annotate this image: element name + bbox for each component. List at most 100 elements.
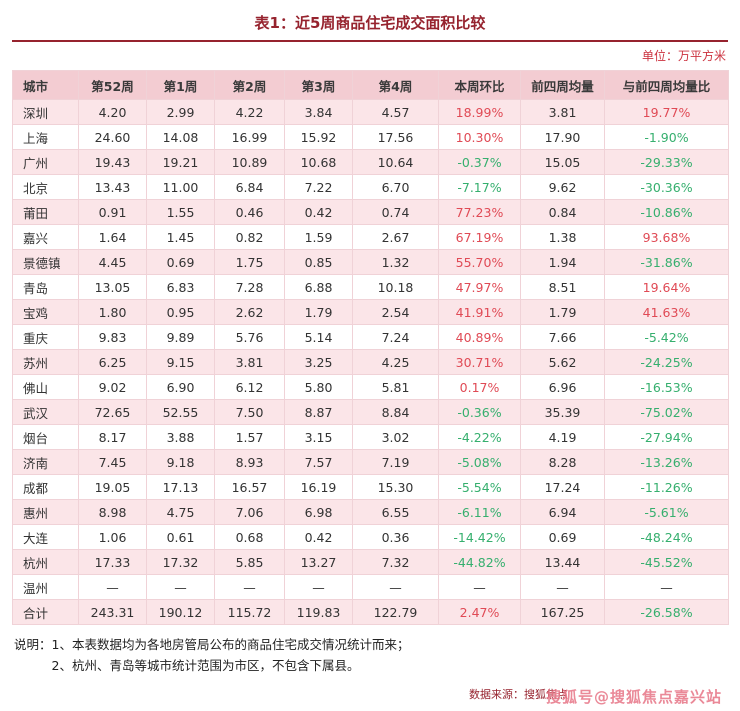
cell-value: 1.57 bbox=[214, 424, 285, 450]
cell-value: 8.84 bbox=[352, 399, 439, 425]
cell-value: 6.70 bbox=[352, 174, 439, 200]
cell-city: 深圳 bbox=[12, 99, 79, 125]
cell-value: 0.68 bbox=[214, 524, 285, 550]
cell-value: 0.74 bbox=[352, 199, 439, 225]
cell-value: 5.80 bbox=[284, 374, 353, 400]
cell-value: -75.02% bbox=[604, 399, 729, 425]
table-row: 济南 7.45 9.18 8.93 7.57 7.19 -5.08% 8.28 -13.26% bbox=[12, 449, 729, 475]
cell-value: 9.15 bbox=[146, 349, 215, 375]
cell-value: -5.08% bbox=[438, 449, 521, 475]
cell-value: 24.60 bbox=[78, 124, 147, 150]
cell-value: 1.94 bbox=[520, 249, 605, 275]
table-row: 广州 19.43 19.21 10.89 10.68 10.64 -0.37% 15.05 -2… bbox=[12, 149, 729, 175]
cell-value: 1.55 bbox=[146, 199, 215, 225]
sohu-watermark: 搜狐号@搜狐焦点嘉兴站 bbox=[545, 687, 722, 706]
table-header: 城市 第52周 第1周 第2周 第3周 第4周 本周环比 前四周均量 与前四周均量比 bbox=[12, 70, 729, 100]
cell-city: 佛山 bbox=[12, 374, 79, 400]
table-row: 青岛 13.05 6.83 7.28 6.88 10.18 47.97% 8.51 19.64% bbox=[12, 274, 729, 300]
cell-value: 17.13 bbox=[146, 474, 215, 500]
note-line-1: 说明：1、本表数据均为各地房管局公布的商品住宅成交情况统计而来； bbox=[14, 634, 726, 655]
cell-value: -5.54% bbox=[438, 474, 521, 500]
cell-value: 17.90 bbox=[520, 124, 605, 150]
cell-value: 2.67 bbox=[352, 224, 439, 250]
cell-value: 4.19 bbox=[520, 424, 605, 450]
cell-value: 3.81 bbox=[520, 99, 605, 125]
cell-value: 7.24 bbox=[352, 324, 439, 350]
cell-value: 3.02 bbox=[352, 424, 439, 450]
cell-value: 8.17 bbox=[78, 424, 147, 450]
column-header: 第3周 bbox=[284, 70, 353, 100]
cell-value: 0.36 bbox=[352, 524, 439, 550]
cell-value: 40.89% bbox=[438, 324, 521, 350]
cell-value: 4.22 bbox=[214, 99, 285, 125]
cell-value: -6.11% bbox=[438, 499, 521, 525]
cell-value: 0.46 bbox=[214, 199, 285, 225]
cell-city: 大连 bbox=[12, 524, 79, 550]
table-row: 温州 — — — — — — — — bbox=[12, 574, 729, 600]
cell-value: 7.22 bbox=[284, 174, 353, 200]
cell-value: -0.37% bbox=[438, 149, 521, 175]
column-header: 本周环比 bbox=[438, 70, 521, 100]
cell-value: 1.64 bbox=[78, 224, 147, 250]
cell-value: -48.24% bbox=[604, 524, 729, 550]
table-total-row: 合计 243.31 190.12 115.72 119.83 122.79 2.47% 167… bbox=[12, 599, 729, 625]
table-row: 惠州 8.98 4.75 7.06 6.98 6.55 -6.11% 6.94 -5.61% bbox=[12, 499, 729, 525]
cell-value: -45.52% bbox=[604, 549, 729, 575]
cell-value: 18.99% bbox=[438, 99, 521, 125]
cell-city: 广州 bbox=[12, 149, 79, 175]
cell-value: 0.82 bbox=[214, 224, 285, 250]
cell-value: 15.30 bbox=[352, 474, 439, 500]
cell-value: 0.69 bbox=[146, 249, 215, 275]
cell-value: 4.45 bbox=[78, 249, 147, 275]
table-row: 北京 13.43 11.00 6.84 7.22 6.70 -7.17% 9.62 -30.36… bbox=[12, 174, 729, 200]
data-source-label: 数据来源：搜狐焦点 bbox=[469, 687, 568, 701]
cell-value: 17.32 bbox=[146, 549, 215, 575]
cell-city: 惠州 bbox=[12, 499, 79, 525]
table-row: 深圳 4.20 2.99 4.22 3.84 4.57 18.99% 3.81 19.77% bbox=[12, 99, 729, 125]
cell-value: 1.80 bbox=[78, 299, 147, 325]
cell-city: 杭州 bbox=[12, 549, 79, 575]
cell-value: -31.86% bbox=[604, 249, 729, 275]
cell-city: 烟台 bbox=[12, 424, 79, 450]
cell-value: 6.84 bbox=[214, 174, 285, 200]
cell-value: — bbox=[438, 574, 521, 600]
cell-value: 5.85 bbox=[214, 549, 285, 575]
table-row: 武汉 72.65 52.55 7.50 8.87 8.84 -0.36% 35.39 -75.0… bbox=[12, 399, 729, 425]
cell-value: 2.99 bbox=[146, 99, 215, 125]
cell-city: 宝鸡 bbox=[12, 299, 79, 325]
cell-value: 13.27 bbox=[284, 549, 353, 575]
notes: 说明：1、本表数据均为各地房管局公布的商品住宅成交情况统计而来； 2、杭州、青岛… bbox=[12, 625, 728, 677]
cell-city: 青岛 bbox=[12, 274, 79, 300]
cell-value: 5.76 bbox=[214, 324, 285, 350]
note-text-1: 1、本表数据均为各地房管局公布的商品住宅成交情况统计而来； bbox=[51, 637, 410, 652]
note-line-2: 2、杭州、青岛等城市统计范围为市区，不包含下属县。 bbox=[51, 658, 360, 674]
cell-value: 1.06 bbox=[78, 524, 147, 550]
cell-value: 2.54 bbox=[352, 299, 439, 325]
cell-value: 7.28 bbox=[214, 274, 285, 300]
cell-value: 7.19 bbox=[352, 449, 439, 475]
cell-value: 13.44 bbox=[520, 549, 605, 575]
cell-value: 1.32 bbox=[352, 249, 439, 275]
cell-value: 9.62 bbox=[520, 174, 605, 200]
cell-value: 19.05 bbox=[78, 474, 147, 500]
cell-value: -11.26% bbox=[604, 474, 729, 500]
cell-value: 7.06 bbox=[214, 499, 285, 525]
cell-value: 3.84 bbox=[284, 99, 353, 125]
cell-value: — bbox=[146, 574, 215, 600]
cell-value: 6.94 bbox=[520, 499, 605, 525]
cell-value: -30.36% bbox=[604, 174, 729, 200]
cell-value: 9.83 bbox=[78, 324, 147, 350]
cell-value: 0.69 bbox=[520, 524, 605, 550]
cell-value: — bbox=[284, 574, 353, 600]
cell-value: 1.38 bbox=[520, 224, 605, 250]
cell-value: 0.61 bbox=[146, 524, 215, 550]
cell-value: 0.42 bbox=[284, 524, 353, 550]
cell-value: 17.56 bbox=[352, 124, 439, 150]
cell-value: 2.47% bbox=[438, 599, 521, 625]
cell-value: 8.87 bbox=[284, 399, 353, 425]
cell-value: -13.26% bbox=[604, 449, 729, 475]
cell-value: 0.91 bbox=[78, 199, 147, 225]
cell-value: -29.33% bbox=[604, 149, 729, 175]
cell-value: 6.88 bbox=[284, 274, 353, 300]
